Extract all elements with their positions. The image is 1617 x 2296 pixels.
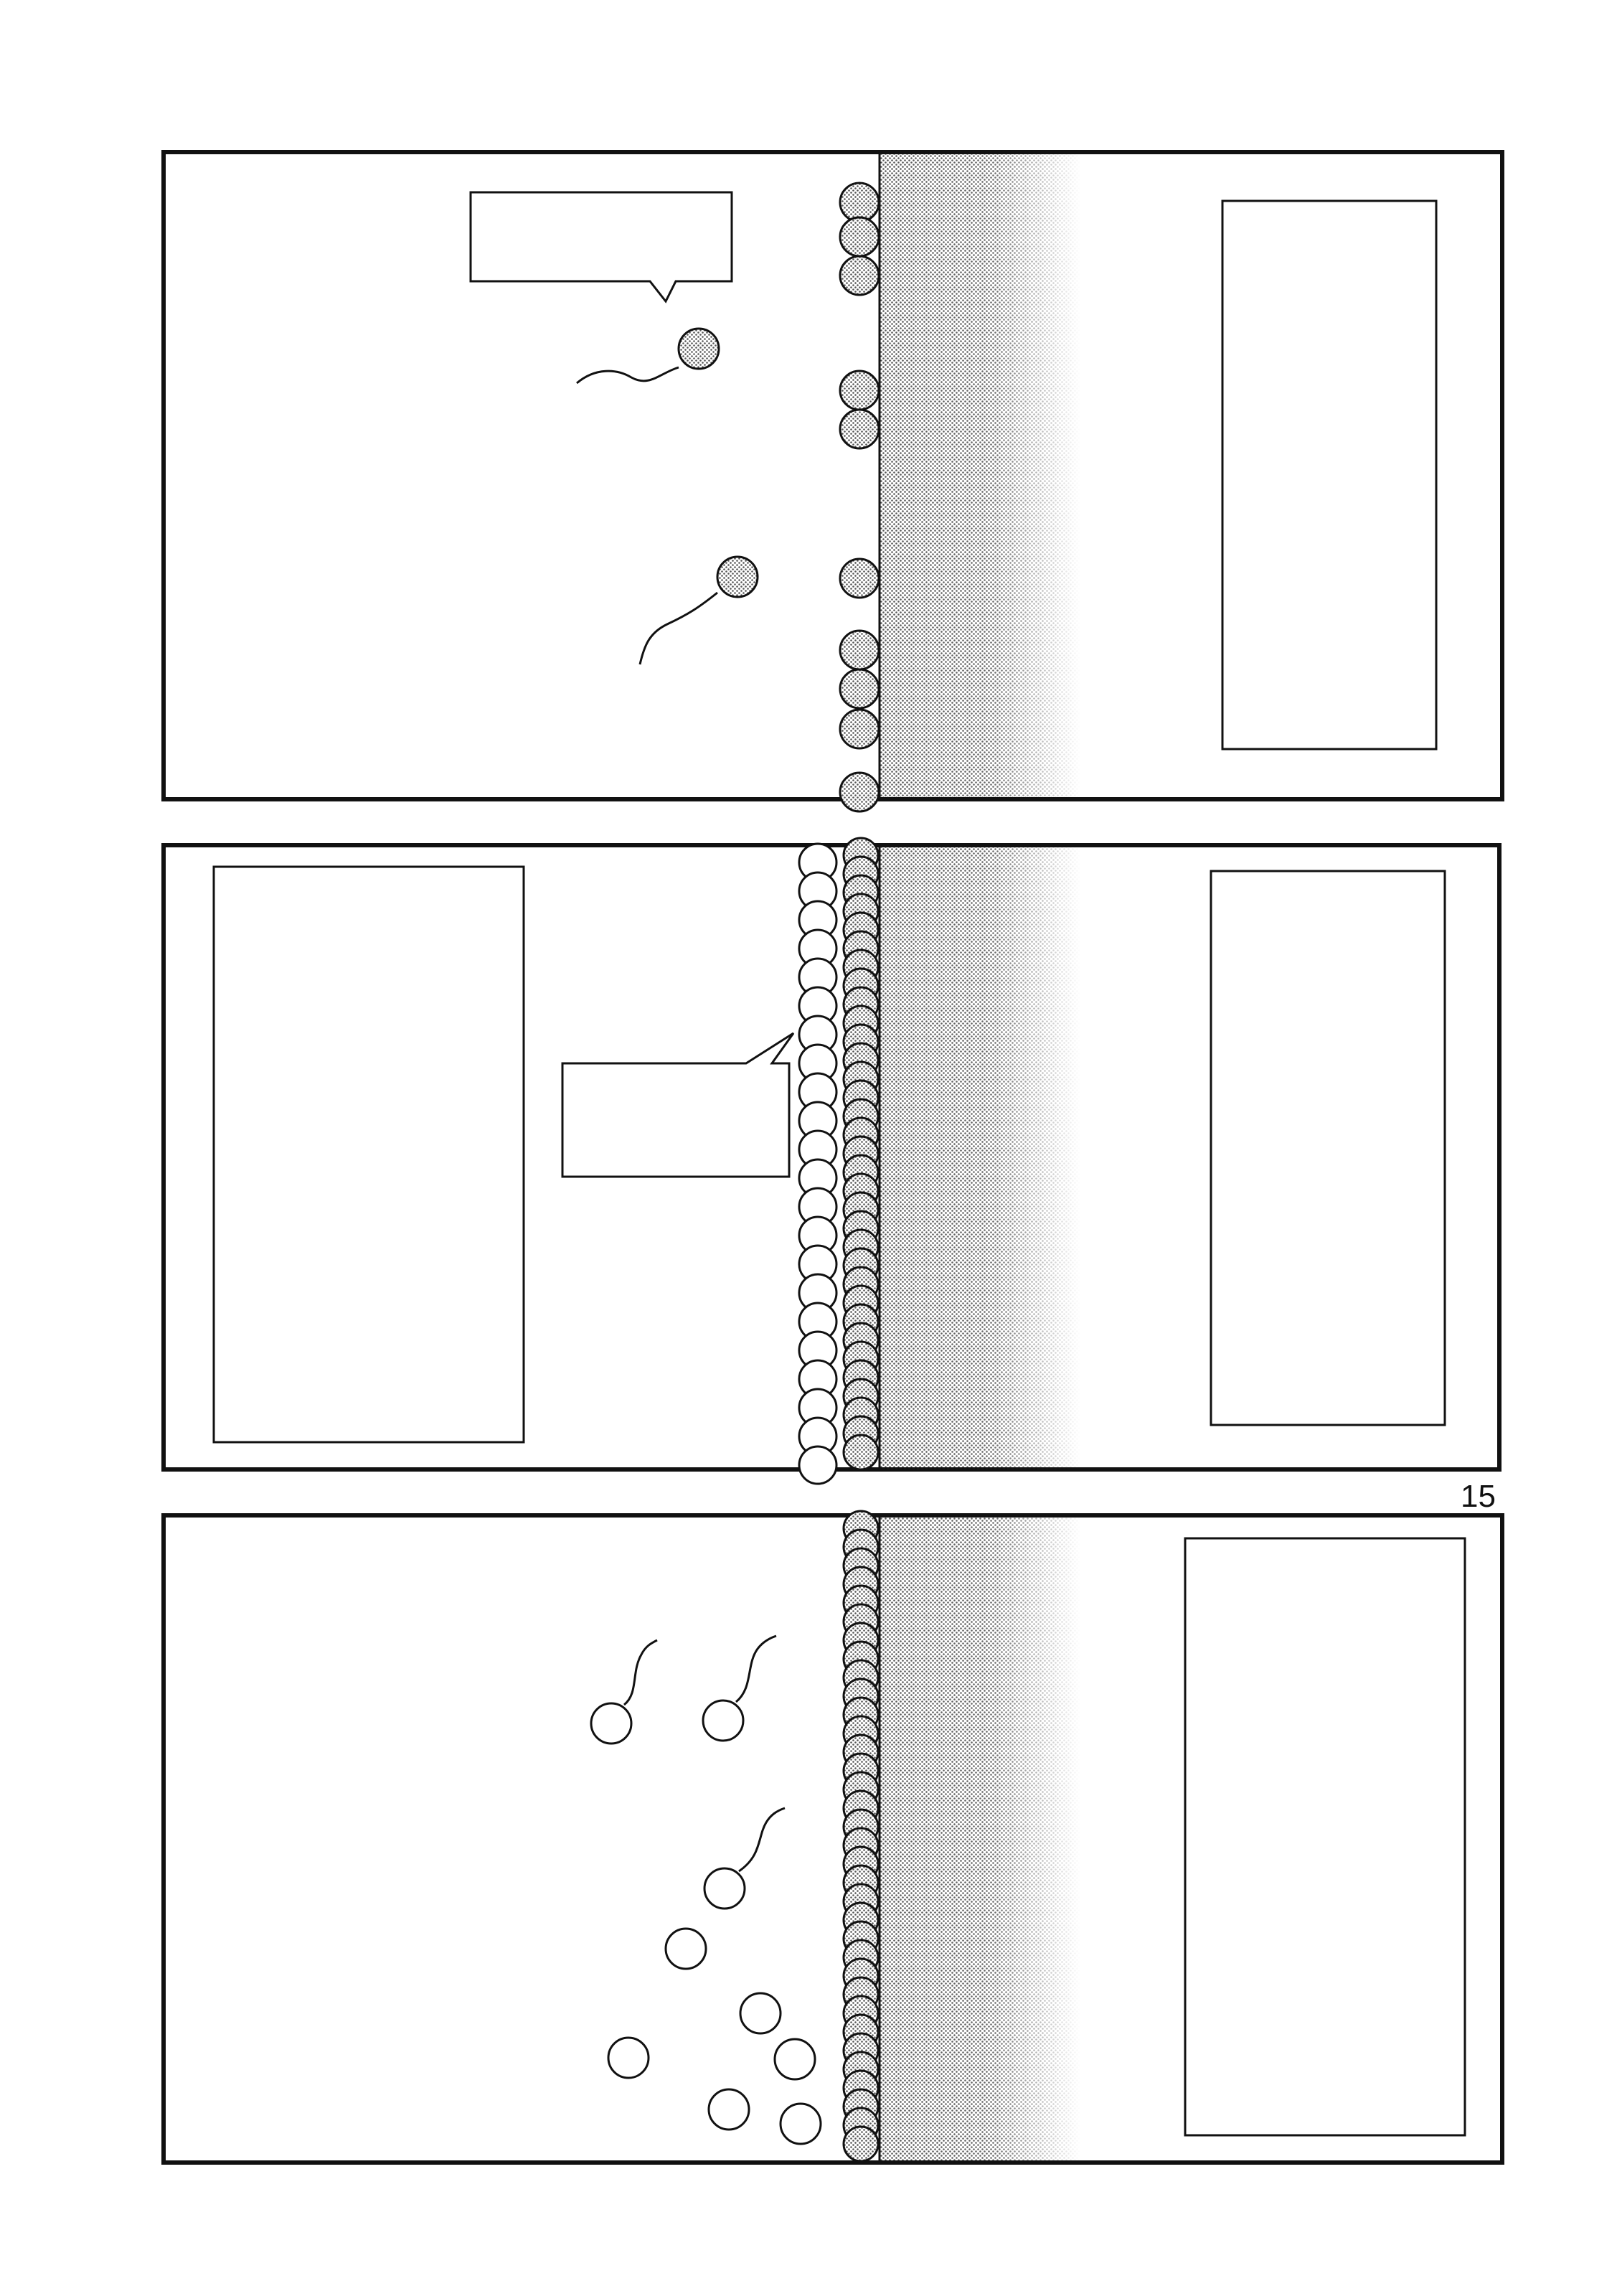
- loose-cells: [607, 1927, 822, 2145]
- stacked-outline-cells: [798, 842, 838, 1485]
- attached-cells: [842, 837, 880, 1471]
- caption-box: [1184, 1537, 1466, 2137]
- caption-box: [1221, 199, 1438, 751]
- swimming-cell: [576, 327, 720, 385]
- attached-cell: [839, 182, 880, 223]
- attached-cell: [839, 408, 880, 450]
- swimming-cell: [703, 1807, 786, 1910]
- speech-balloon: [469, 191, 733, 304]
- attached-cell: [839, 771, 880, 813]
- panel-1: [161, 150, 1504, 813]
- attached-cell: [839, 255, 880, 296]
- panel-2: [161, 837, 1502, 1485]
- panel-3: [161, 1510, 1504, 2165]
- attached-cell: [839, 216, 880, 258]
- attached-cell: [839, 668, 880, 710]
- attached-cell: [839, 629, 880, 671]
- attached-cell: [839, 557, 880, 599]
- attached-cell: [842, 1434, 880, 1471]
- caption-box-right: [1210, 870, 1446, 1426]
- page-number: 15: [1461, 1479, 1496, 1514]
- attached-cell: [842, 2125, 880, 2163]
- swimming-cell: [638, 555, 759, 665]
- outline-cell: [798, 1445, 838, 1485]
- swimming-cell: [590, 1639, 658, 1745]
- speech-balloon: [561, 1032, 795, 1178]
- attached-cells: [839, 182, 880, 813]
- caption-box-left: [212, 865, 525, 1444]
- attached-cells: [842, 1510, 880, 2163]
- attached-cell: [839, 370, 880, 411]
- membrane-fade: [880, 847, 1080, 1467]
- membrane-fade: [880, 154, 1080, 797]
- attached-cell: [839, 708, 880, 750]
- swimming-cell: [702, 1634, 777, 1742]
- membrane-fade: [880, 1518, 1080, 2160]
